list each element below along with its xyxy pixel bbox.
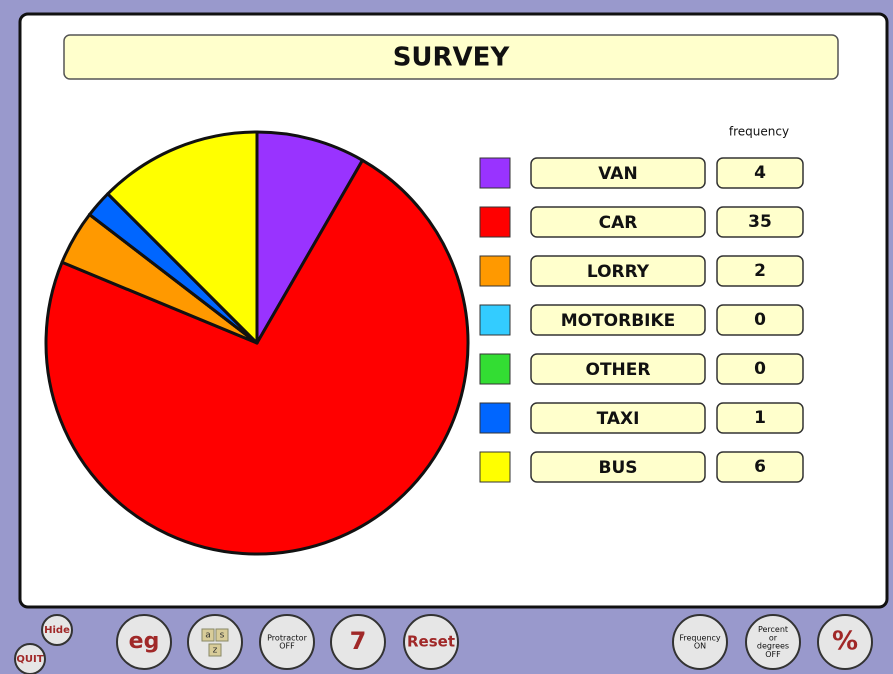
value-label: 35: [748, 212, 772, 232]
category-label: CAR: [599, 213, 638, 233]
value-label: 1: [754, 408, 766, 428]
legend-swatch: [479, 255, 511, 287]
value-box: [716, 451, 804, 483]
button-label: OFF: [765, 650, 781, 659]
category-box: [530, 157, 706, 189]
category-box: [530, 255, 706, 287]
frequency-button[interactable]: [672, 614, 728, 670]
key: [201, 628, 215, 642]
category-box: [530, 353, 706, 385]
value-box: [716, 255, 804, 287]
legend-swatch: [479, 451, 511, 483]
reset-button[interactable]: [403, 614, 459, 670]
value-header: frequency: [729, 125, 789, 139]
button-label: eg: [129, 629, 160, 654]
button-label: or: [769, 633, 778, 642]
category-label: VAN: [598, 164, 637, 184]
pie-slice: [106, 130, 259, 345]
legend-swatch: [479, 206, 511, 238]
button-label: Reset: [407, 633, 455, 651]
value-label: 6: [754, 457, 766, 477]
key: [215, 628, 229, 642]
value-label: 2: [754, 261, 766, 281]
button-label: ON: [694, 642, 706, 651]
button-label: Hide: [44, 625, 70, 636]
value-box: [716, 353, 804, 385]
key-label: s: [220, 631, 225, 641]
value-label: 0: [754, 310, 766, 330]
category-label: TAXI: [597, 409, 640, 429]
legend-swatch: [479, 304, 511, 336]
value-label: 4: [754, 163, 766, 183]
category-label: BUS: [598, 458, 637, 478]
value-box: [716, 157, 804, 189]
button-label: OFF: [279, 642, 295, 651]
value-box: [716, 402, 804, 434]
percent-button[interactable]: [745, 614, 801, 670]
example-button[interactable]: [116, 614, 172, 670]
pie-slice: [44, 158, 470, 556]
value-box: [716, 206, 804, 238]
legend-swatch: [479, 402, 511, 434]
button-label: Protractor: [267, 633, 307, 642]
protractor-button[interactable]: [259, 614, 315, 670]
title-bar: [63, 34, 839, 80]
keyboard-button[interactable]: [187, 614, 243, 670]
button-label: Percent: [758, 625, 788, 634]
key-label: a: [205, 631, 211, 641]
key-label: z: [213, 646, 218, 656]
button-label: QUIT: [16, 654, 43, 665]
percent-symbol-button[interactable]: [817, 614, 873, 670]
button-label: %: [832, 627, 858, 657]
legend-swatch: [479, 157, 511, 189]
button-label: Frequency: [679, 633, 721, 642]
quit-button[interactable]: [14, 643, 46, 674]
legend-swatch: [479, 353, 511, 385]
category-box: [530, 206, 706, 238]
category-label: OTHER: [586, 360, 651, 380]
category-label: LORRY: [587, 262, 650, 282]
key: [208, 643, 222, 657]
button-label: 7: [350, 627, 367, 655]
button-label: degrees: [757, 642, 789, 651]
chart-title: SURVEY: [393, 43, 511, 73]
category-box: [530, 402, 706, 434]
category-box: [530, 304, 706, 336]
category-box: [530, 451, 706, 483]
pie-slice: [255, 130, 364, 345]
value-label: 0: [754, 359, 766, 379]
hide-button[interactable]: [41, 614, 73, 646]
category-label: MOTORBIKE: [561, 311, 676, 331]
value-box: [716, 304, 804, 336]
number-button[interactable]: [330, 614, 386, 670]
